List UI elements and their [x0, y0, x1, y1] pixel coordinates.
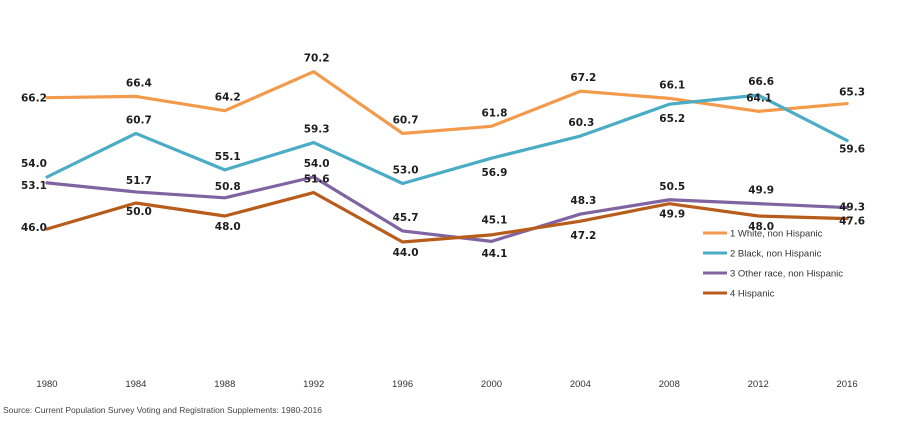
data-labels: 66.2 66.4 64.2 70.2 60.7 61.8 67.2 66.1 64.1 65.3…: [21, 53, 865, 260]
source-note: Source: Current Population Survey Voting…: [3, 405, 322, 415]
legend-entry: 1 White, non Hispanic: [730, 229, 823, 240]
legend-entry: 4 Hispanic: [730, 289, 775, 300]
data-label: 59.6: [839, 144, 865, 156]
data-label: 51.6: [304, 174, 330, 186]
x-tick-label: 2016: [837, 379, 858, 390]
legend-entry: 2 Black, non Hispanic: [730, 249, 822, 260]
x-tick-label: 1980: [36, 379, 57, 390]
series-line-3: [45, 175, 849, 243]
x-tick-label: 1996: [392, 379, 413, 390]
data-label: 54.0: [304, 158, 330, 170]
data-label: 54.0: [21, 158, 47, 170]
data-label: 66.1: [659, 79, 685, 91]
data-label: 60.7: [393, 114, 419, 126]
data-label: 56.9: [482, 167, 508, 179]
legend: 1 White, non Hispanic 2 Black, non Hispan…: [703, 229, 843, 300]
data-label: 48.3: [570, 195, 596, 207]
x-tick-label: 2008: [659, 379, 680, 390]
data-label: 45.7: [393, 212, 419, 224]
x-tick-label: 2012: [748, 379, 769, 390]
data-label: 55.1: [215, 151, 241, 163]
data-label: 59.3: [304, 124, 330, 136]
data-label: 50.5: [659, 181, 685, 193]
x-axis-ticks: 1980 1984 1988 1992 1996 2000 2004 2008 2012 2016: [36, 379, 857, 390]
data-label: 51.7: [126, 175, 152, 187]
data-label: 45.1: [482, 214, 508, 226]
data-label: 47.6: [839, 216, 865, 228]
x-tick-label: 1988: [214, 379, 235, 390]
data-label: 64.2: [215, 92, 241, 104]
data-label: 60.7: [126, 114, 152, 126]
series-lines: [45, 70, 849, 244]
series-line-2: [45, 93, 849, 186]
data-label: 50.8: [215, 181, 241, 193]
data-label: 49.9: [748, 185, 774, 197]
data-label: 47.2: [570, 230, 596, 242]
data-label: 49.3: [839, 202, 865, 214]
data-label: 53.0: [393, 165, 419, 177]
data-label: 65.3: [839, 87, 865, 99]
data-label: 70.2: [304, 53, 330, 65]
data-label: 61.8: [482, 107, 508, 119]
data-label: 46.0: [21, 222, 47, 234]
x-tick-label: 1984: [125, 379, 146, 390]
data-label: 64.1: [746, 92, 772, 104]
data-label: 66.6: [748, 76, 774, 88]
legend-entry: 3 Other race, non Hispanic: [730, 269, 843, 280]
x-tick-label: 2000: [481, 379, 502, 390]
data-label: 66.2: [21, 93, 47, 105]
data-label: 60.3: [568, 117, 594, 129]
x-tick-label: 1992: [303, 379, 324, 390]
data-label: 49.9: [659, 209, 685, 221]
x-tick-label: 2004: [570, 379, 591, 390]
data-label: 44.1: [482, 248, 508, 260]
series-line-1: [45, 70, 849, 136]
series-line-4: [45, 191, 849, 244]
data-label: 65.2: [659, 113, 685, 125]
data-label: 53.1: [21, 180, 47, 192]
data-label: 48.0: [748, 221, 774, 233]
data-label: 67.2: [570, 72, 596, 84]
data-label: 48.0: [215, 221, 241, 233]
data-label: 66.4: [126, 77, 152, 89]
data-label: 44.0: [393, 247, 419, 259]
data-label: 50.0: [126, 206, 152, 218]
